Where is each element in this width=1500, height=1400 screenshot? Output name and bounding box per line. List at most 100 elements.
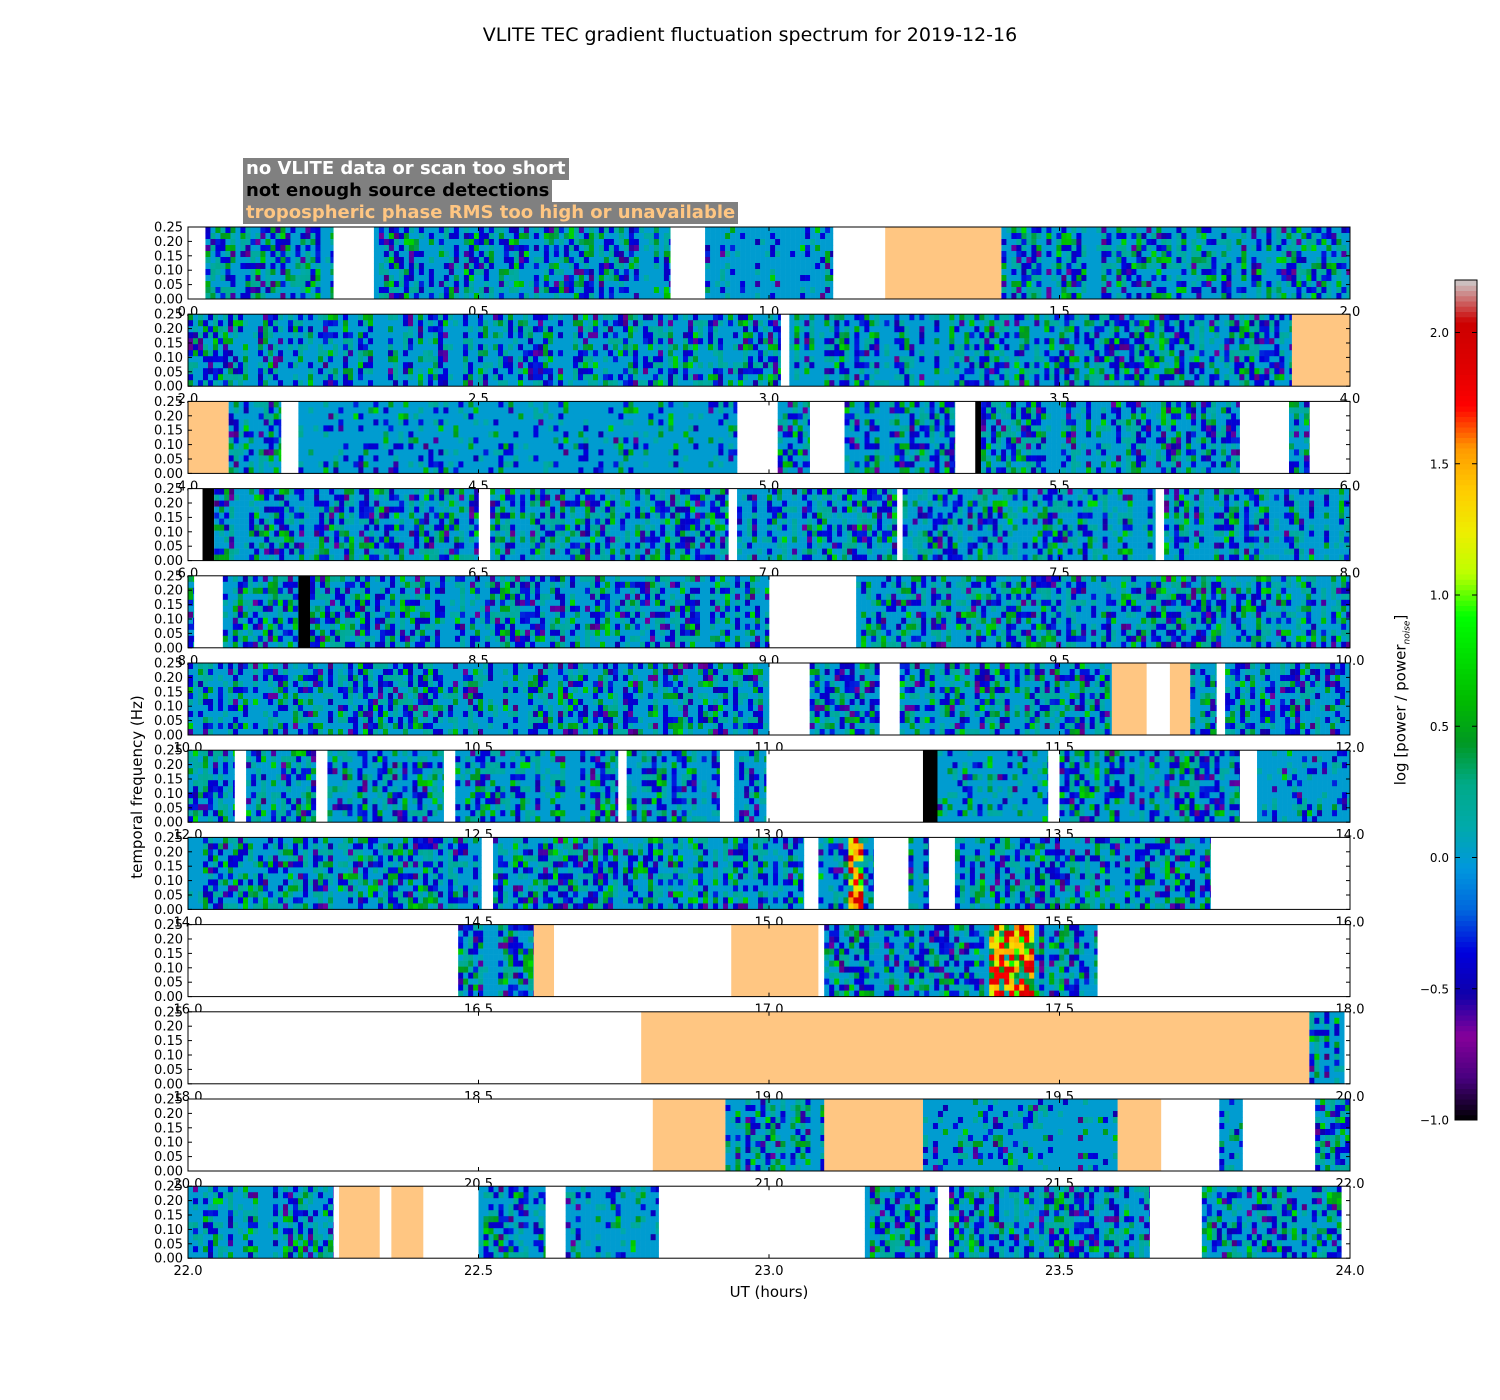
- heatmap-cell: [539, 257, 544, 263]
- heatmap-cell: [834, 344, 839, 350]
- heatmap-cell: [553, 380, 558, 386]
- heatmap-cell: [1179, 368, 1184, 374]
- heatmap-cell: [1231, 257, 1236, 263]
- heatmap-cell: [673, 320, 678, 326]
- heatmap-cell: [1139, 326, 1144, 332]
- heatmap-cell: [448, 380, 453, 386]
- heatmap-cell: [1039, 374, 1044, 380]
- heatmap-cell: [368, 326, 373, 332]
- heatmap-cell: [639, 227, 644, 233]
- heatmap-cell: [373, 338, 378, 344]
- heatmap-cell: [820, 269, 825, 275]
- heatmap-cell: [664, 275, 669, 281]
- heatmap-cell: [1261, 233, 1266, 239]
- heatmap-cell: [205, 293, 210, 299]
- heatmap-cell: [624, 293, 629, 299]
- heatmap-cell: [1151, 227, 1156, 233]
- heatmap-cell: [1091, 251, 1096, 257]
- heatmap-cell: [205, 245, 210, 251]
- heatmap-cell: [1044, 374, 1049, 380]
- heatmap-cell: [810, 239, 815, 245]
- heatmap-cell: [1136, 227, 1141, 233]
- heatmap-cell: [624, 233, 629, 239]
- heatmap-cell: [830, 233, 833, 239]
- heatmap-cell: [743, 368, 748, 374]
- heatmap-cell: [1239, 368, 1244, 374]
- heatmap-cell: [259, 419, 264, 425]
- heatmap-cell: [654, 275, 659, 281]
- heatmap-cell: [198, 356, 203, 362]
- heatmap-cell: [1039, 356, 1044, 362]
- heatmap-cell: [534, 251, 539, 257]
- heatmap-cell: [844, 356, 849, 362]
- heatmap-cell: [974, 332, 979, 338]
- heatmap-cell: [789, 326, 794, 332]
- heatmap-cell: [984, 344, 989, 350]
- heatmap-cell: [1221, 269, 1226, 275]
- heatmap-cell: [270, 269, 275, 275]
- heatmap-cell: [733, 338, 738, 344]
- heatmap-cell: [594, 269, 599, 275]
- heatmap-cell: [1031, 227, 1036, 233]
- heatmap-cell: [434, 287, 439, 293]
- heatmap-cell: [1154, 368, 1159, 374]
- heatmap-cell: [338, 356, 343, 362]
- heatmap-cell: [1086, 281, 1091, 287]
- heatmap-cell: [1094, 320, 1099, 326]
- heatmap-cell: [533, 374, 538, 380]
- heatmap-cell: [399, 281, 404, 287]
- heatmap-cell: [268, 332, 273, 338]
- heatmap-cell: [1326, 281, 1331, 287]
- heatmap-cell: [383, 362, 388, 368]
- heatmap-cell: [1254, 314, 1259, 320]
- heatmap-cell: [1271, 269, 1276, 275]
- heatmap-cell: [1001, 275, 1006, 281]
- heatmap-cell: [643, 320, 648, 326]
- heatmap-cell: [473, 314, 478, 320]
- heatmap-cell: [498, 320, 503, 326]
- heatmap-cell: [653, 350, 658, 356]
- heatmap-cell: [474, 245, 479, 251]
- heatmap-cell: [268, 326, 273, 332]
- heatmap-cell: [713, 380, 718, 386]
- heatmap-cell: [649, 263, 654, 269]
- heatmap-cell: [1311, 287, 1316, 293]
- heatmap-cell: [464, 227, 469, 233]
- heatmap-cell: [979, 344, 984, 350]
- heatmap-cell: [1231, 287, 1236, 293]
- heatmap-cell: [1049, 368, 1054, 374]
- heatmap-cell: [479, 227, 484, 233]
- heatmap-cell: [1186, 287, 1191, 293]
- heatmap-cell: [559, 275, 564, 281]
- heatmap-cell: [193, 368, 198, 374]
- heatmap-cell: [283, 332, 288, 338]
- heatmap-cell: [1124, 356, 1129, 362]
- heatmap-cell: [518, 344, 523, 350]
- heatmap-cell: [979, 320, 984, 326]
- heatmap-cell: [1204, 320, 1209, 326]
- heatmap-cell: [824, 320, 829, 326]
- heatmap-cell: [708, 368, 713, 374]
- heatmap-cell: [1111, 257, 1116, 263]
- heatmap-cell: [464, 269, 469, 275]
- heatmap-cell: [698, 326, 703, 332]
- heatmap-cell: [419, 269, 424, 275]
- heatmap-cell: [468, 338, 473, 344]
- heatmap-cell: [508, 314, 513, 320]
- heatmap-cell: [473, 356, 478, 362]
- heatmap-cell: [604, 257, 609, 263]
- heatmap-cell: [1009, 332, 1014, 338]
- heatmap-cell: [748, 314, 753, 320]
- heatmap-cell: [1199, 368, 1204, 374]
- heatmap-cell: [829, 374, 834, 380]
- heatmap-cell: [869, 314, 874, 320]
- heatmap-cell: [804, 344, 809, 350]
- heatmap-cell: [618, 320, 623, 326]
- heatmap-cell: [599, 251, 604, 257]
- heatmap-cell: [499, 251, 504, 257]
- heatmap-cell: [1099, 362, 1104, 368]
- heatmap-cell: [198, 320, 203, 326]
- heatmap-cell: [989, 350, 994, 356]
- heatmap-cell: [1174, 356, 1179, 362]
- heatmap-cell: [265, 239, 270, 245]
